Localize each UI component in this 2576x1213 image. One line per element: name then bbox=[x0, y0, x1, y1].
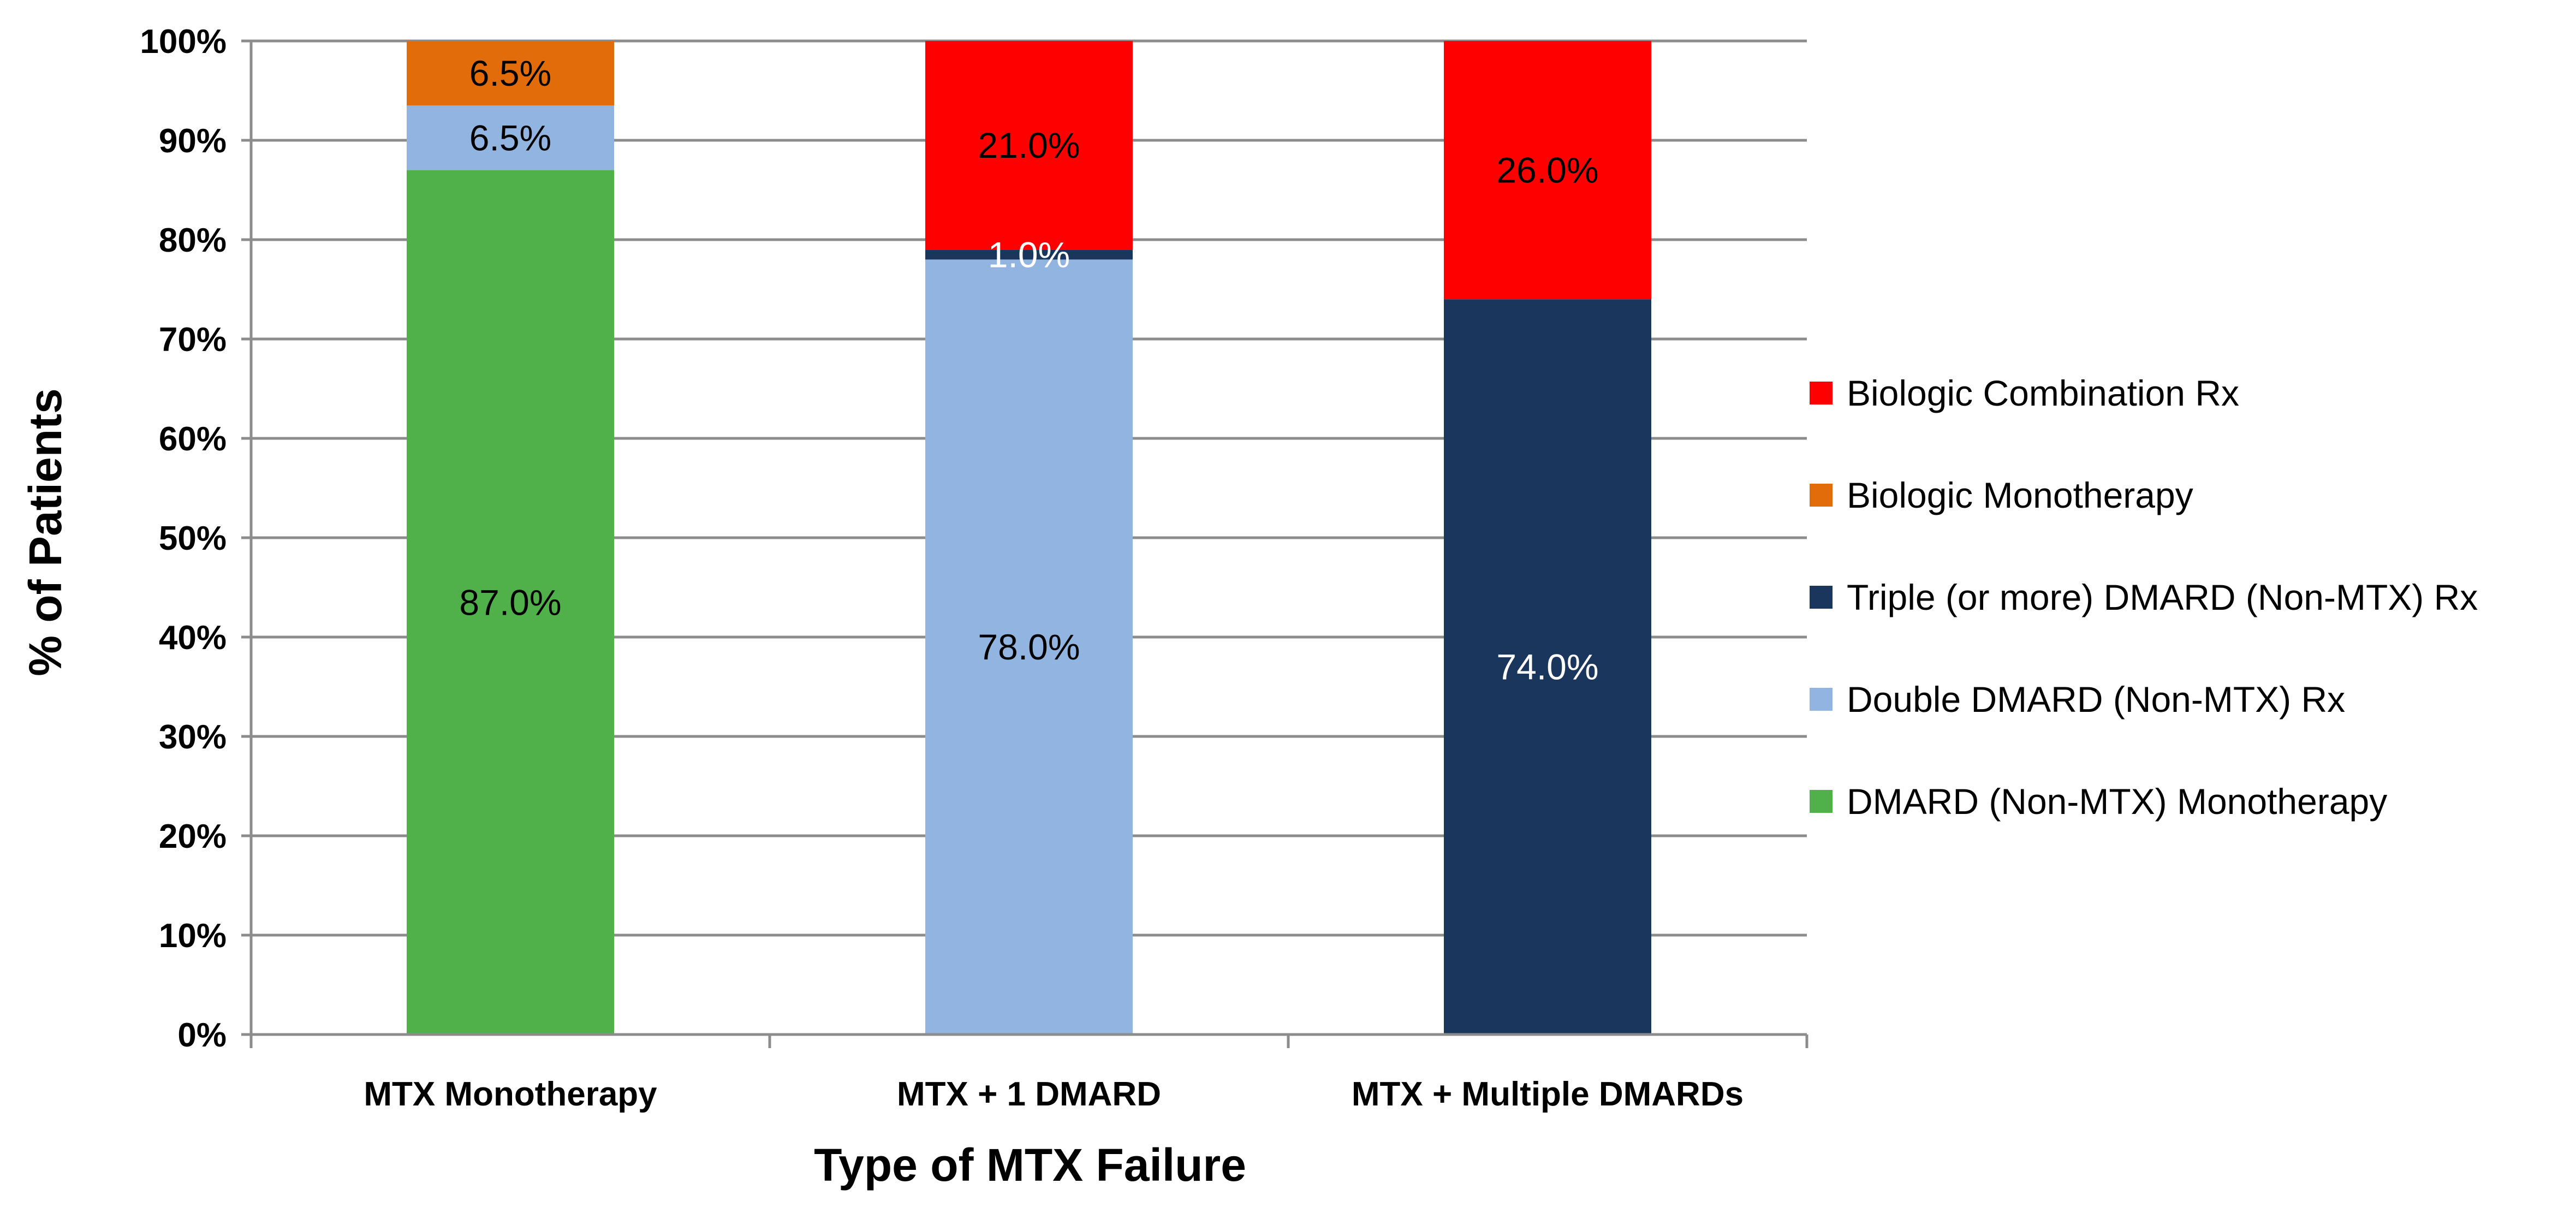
legend-label: Biologic Monotherapy bbox=[1847, 475, 2193, 515]
y-tick-label: 10% bbox=[159, 917, 227, 955]
bar-segment bbox=[925, 259, 1133, 1034]
x-category-label: MTX + 1 DMARD bbox=[897, 1075, 1161, 1113]
bar-segment bbox=[407, 105, 614, 170]
data-label: 87.0% bbox=[459, 582, 561, 622]
data-label: 1.0% bbox=[988, 234, 1070, 275]
bar-segment bbox=[1444, 299, 1651, 1035]
data-label: 78.0% bbox=[978, 627, 1080, 667]
y-tick-label: 30% bbox=[159, 718, 227, 756]
x-axis-title: Type of MTX Failure bbox=[814, 1139, 1246, 1191]
legend-swatch bbox=[1810, 586, 1833, 609]
y-tick-label: 40% bbox=[159, 619, 227, 657]
y-tick-label: 90% bbox=[159, 122, 227, 160]
legend-swatch bbox=[1810, 484, 1833, 507]
legend: Biologic Combination Rx Biologic Monother… bbox=[1810, 373, 2478, 822]
legend-swatch bbox=[1810, 382, 1833, 405]
data-label: 6.5% bbox=[469, 53, 551, 93]
y-tick-label: 0% bbox=[177, 1016, 227, 1054]
y-axis-title: % of Patients bbox=[20, 388, 71, 676]
y-tick-label: 60% bbox=[159, 420, 227, 458]
legend-label: Biologic Combination Rx bbox=[1847, 373, 2239, 413]
legend-swatch bbox=[1810, 790, 1833, 813]
y-tick-label: 70% bbox=[159, 321, 227, 359]
x-category-label: MTX Monotherapy bbox=[364, 1075, 657, 1113]
x-category-labels: MTX Monotherapy MTX + 1 DMARD MTX + Multip… bbox=[364, 1075, 1744, 1113]
bar-segment bbox=[925, 249, 1133, 260]
y-tick-label: 100% bbox=[140, 23, 227, 61]
bar-segment bbox=[925, 41, 1133, 250]
y-tick-labels: 0% 10% 20% 30% 40% 50% 60% 70% 80% 90% 100% bbox=[140, 23, 227, 1054]
legend-swatch bbox=[1810, 688, 1833, 711]
data-label: 6.5% bbox=[469, 117, 551, 158]
legend-label: DMARD (Non-MTX) Monotherapy bbox=[1847, 781, 2387, 822]
data-labels: 87.0% 6.5% 6.5% 78.0% 1.0% 21.0% 74.0% 26.0% bbox=[459, 53, 1598, 687]
data-label: 26.0% bbox=[1496, 150, 1598, 191]
x-category-label: MTX + Multiple DMARDs bbox=[1352, 1075, 1744, 1113]
y-tick-label: 80% bbox=[159, 222, 227, 259]
bar-segment bbox=[407, 170, 614, 1035]
y-tick-label: 50% bbox=[159, 520, 227, 557]
axes bbox=[241, 39, 1808, 1048]
data-label: 74.0% bbox=[1496, 647, 1598, 687]
y-tick-label: 20% bbox=[159, 818, 227, 855]
bars bbox=[407, 41, 1651, 1035]
bar-segment bbox=[1444, 41, 1651, 300]
legend-label: Double DMARD (Non-MTX) Rx bbox=[1847, 679, 2345, 720]
data-label: 21.0% bbox=[978, 125, 1080, 165]
bar-segment bbox=[407, 41, 614, 106]
legend-label: Triple (or more) DMARD (Non-MTX) Rx bbox=[1847, 577, 2478, 617]
